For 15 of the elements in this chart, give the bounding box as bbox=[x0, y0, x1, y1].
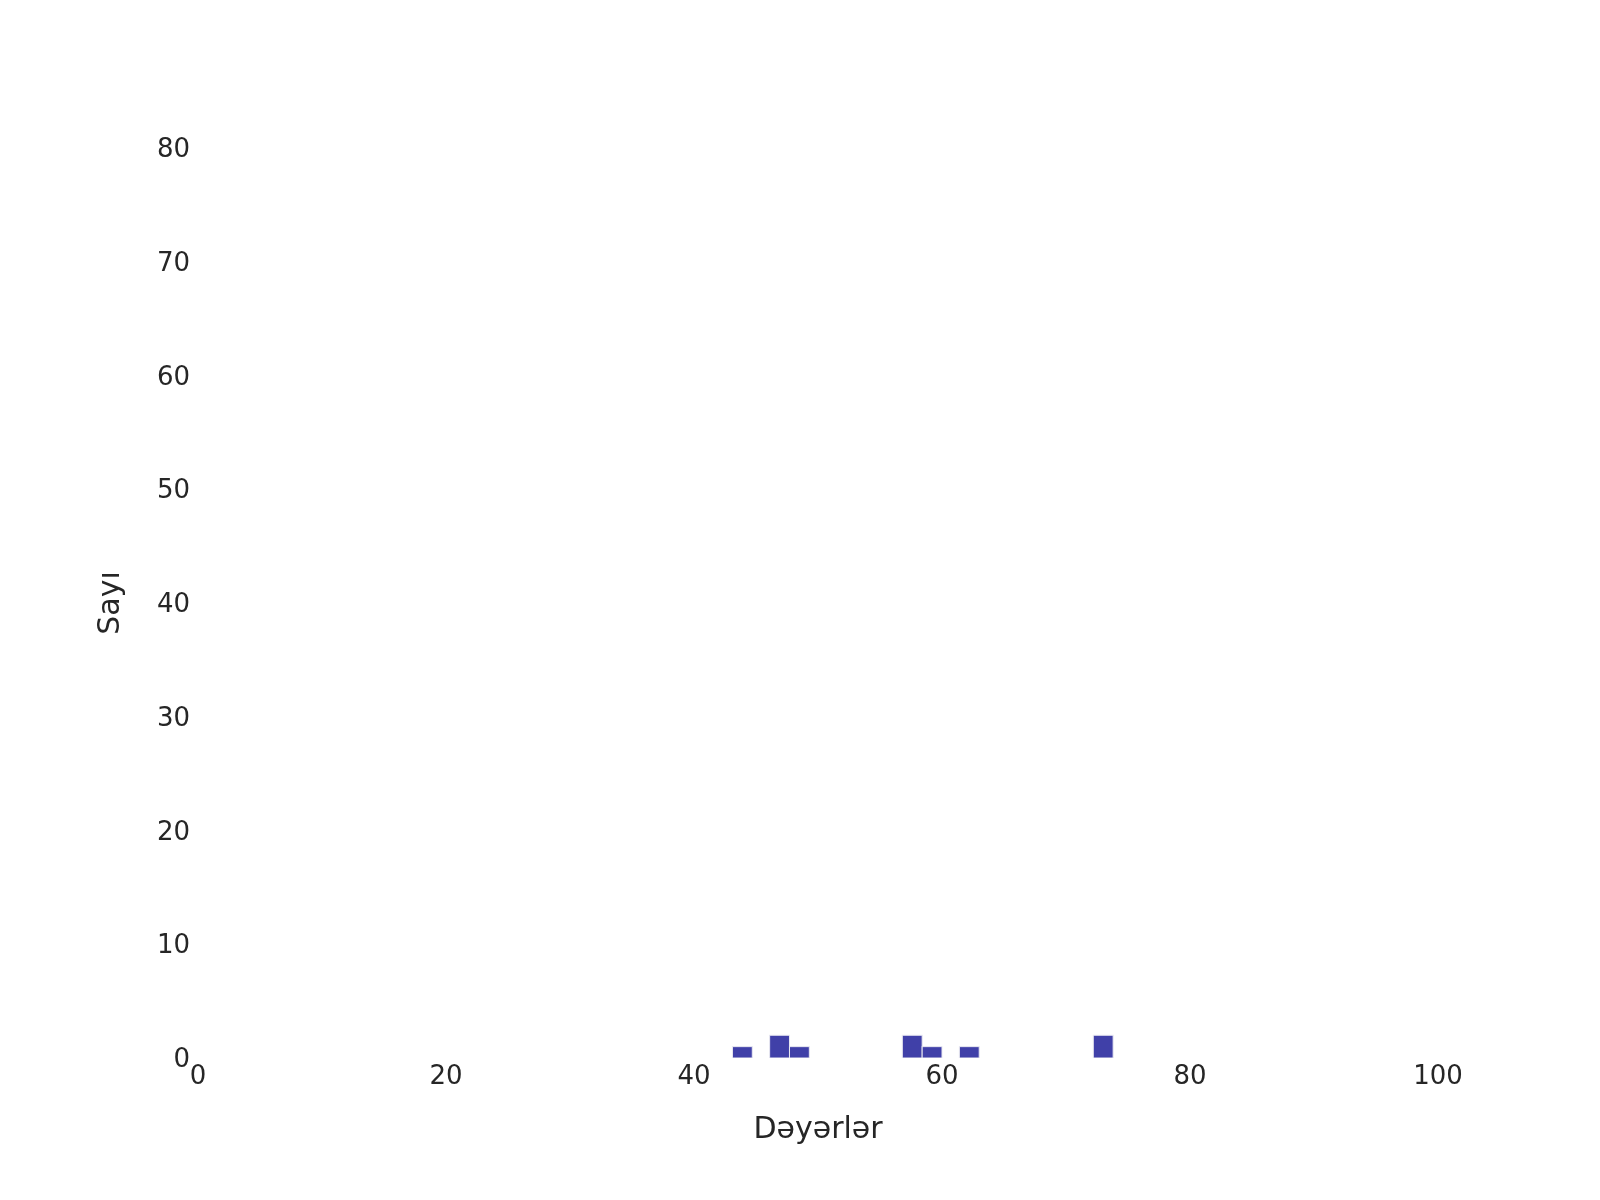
x-axis-title: Dəyərlər bbox=[753, 1110, 884, 1145]
x-tick-label: 60 bbox=[925, 1060, 959, 1091]
y-axis-title: Sayı bbox=[90, 571, 126, 635]
y-tick-label: 70 bbox=[156, 246, 190, 277]
y-tick-label: 60 bbox=[156, 360, 190, 391]
x-tick-label: 20 bbox=[429, 1060, 463, 1091]
y-tick-label: 50 bbox=[156, 474, 190, 505]
x-tick-label: 100 bbox=[1413, 1060, 1463, 1091]
y-tick-label: 80 bbox=[156, 133, 190, 164]
y-tick-label: 10 bbox=[156, 929, 190, 960]
y-tick-label: 20 bbox=[156, 815, 190, 846]
y-tick-label: 40 bbox=[156, 588, 190, 619]
x-tick-label: 40 bbox=[677, 1060, 711, 1091]
x-tick-label: 80 bbox=[1173, 1060, 1207, 1091]
y-tick-label: 30 bbox=[156, 701, 190, 732]
